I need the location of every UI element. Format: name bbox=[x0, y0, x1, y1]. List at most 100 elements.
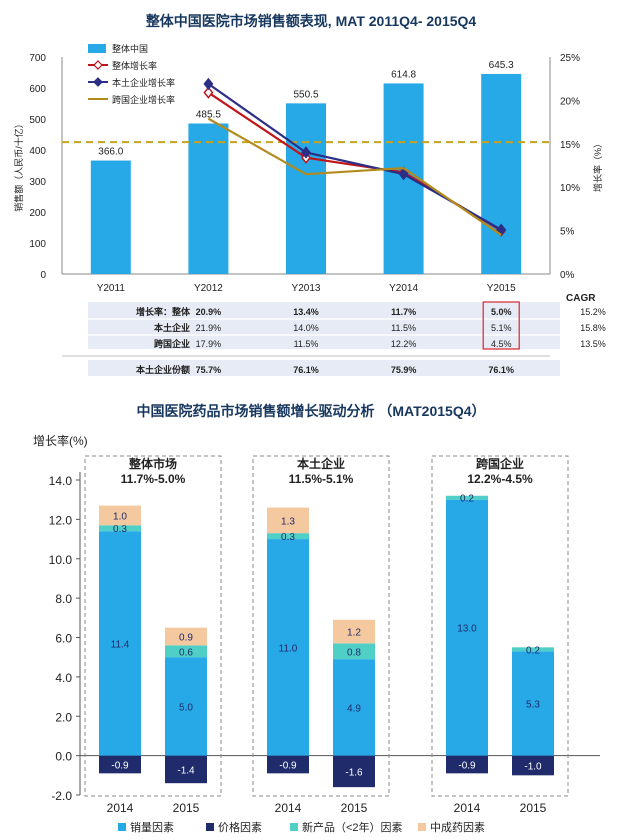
table-background-share bbox=[88, 360, 560, 376]
chart2-legend-label: 销量因素 bbox=[130, 820, 174, 834]
chart2-bar-volume bbox=[333, 659, 375, 756]
chart1-y2tick-label: 20% bbox=[560, 96, 580, 107]
chart1-line-point bbox=[301, 146, 311, 159]
chart2-bar-label-volume: 5.3 bbox=[526, 699, 540, 710]
chart1-bar-value-label: 485.5 bbox=[196, 109, 221, 120]
chart2-bar-tcm bbox=[333, 619, 375, 644]
table-cell: 75.9% bbox=[391, 365, 417, 375]
chart2-bar-label-tcm: 0.9 bbox=[179, 633, 193, 644]
chart2-bar-label-volume: 11.4 bbox=[111, 639, 130, 650]
table-row-label: 跨国企业 bbox=[154, 338, 190, 349]
chart2-group-title: 本土企业 bbox=[297, 456, 345, 471]
chart2-bar-new-product bbox=[267, 533, 309, 540]
table-cell: 14.0% bbox=[293, 323, 319, 333]
chart1-xtick-label: Y2015 bbox=[487, 283, 516, 294]
chart2-xtick-label: 2015 bbox=[173, 801, 200, 815]
chart2-legend-swatch bbox=[418, 823, 426, 831]
chart1-bar bbox=[481, 73, 522, 274]
chart2-bar-label-tcm: 1.0 bbox=[113, 511, 127, 522]
chart2-bar-label-price: -1.4 bbox=[177, 765, 195, 776]
chart2-bar-label-volume: 4.9 bbox=[347, 703, 361, 714]
table-background-growth bbox=[88, 302, 560, 349]
chart2-bar-tcm bbox=[267, 507, 309, 534]
chart2-bar-new-product bbox=[512, 647, 554, 652]
chart1-ylabel: 销售额（人民币/十亿） bbox=[13, 119, 24, 212]
chart1-ytick-label: 700 bbox=[29, 53, 46, 64]
chart2-bar-label-price: -0.9 bbox=[111, 760, 129, 771]
table-cell: 21.9% bbox=[196, 323, 222, 333]
chart1-xtick-label: Y2013 bbox=[292, 283, 321, 294]
chart1-y2tick-label: 5% bbox=[560, 227, 575, 238]
chart1-bar-value-label: 645.3 bbox=[489, 60, 514, 71]
chart2-legend-label: 新产品（<2年）因素 bbox=[302, 820, 403, 834]
chart2-bar-volume bbox=[99, 531, 141, 756]
chart1-xtick-label: Y2012 bbox=[194, 283, 223, 294]
chart1-ytick-label: 200 bbox=[29, 208, 46, 219]
table-cell: 5.0% bbox=[491, 307, 512, 317]
chart2-group-title: 整体市场 bbox=[128, 456, 177, 471]
table-cell: 13.4% bbox=[293, 307, 319, 317]
table-cagr-cell: 15.8% bbox=[580, 323, 606, 333]
table-cell: 4.5% bbox=[491, 339, 512, 349]
chart2-bar-label-tcm: 1.3 bbox=[281, 516, 295, 527]
chart2-bar-label-price: -1.0 bbox=[524, 761, 542, 772]
chart1-y2label: 增长率（%） bbox=[592, 139, 603, 192]
chart1-line-point bbox=[203, 77, 214, 91]
chart2-bar-tcm bbox=[165, 627, 207, 646]
table-cell: 12.2% bbox=[391, 339, 417, 349]
chart1-legend-marker bbox=[93, 77, 103, 87]
chart1-title: 整体中国医院市场销售额表现, MAT 2011Q4- 2015Q4 bbox=[145, 13, 477, 29]
chart2-bar-label-price: -1.6 bbox=[345, 767, 363, 778]
chart1-bar-value-label: 366.0 bbox=[98, 147, 123, 158]
chart2-bar-new-product bbox=[165, 645, 207, 658]
chart1-legend-label: 跨国企业增长率 bbox=[112, 94, 175, 105]
chart2-ytick-label: 6.0 bbox=[55, 632, 72, 646]
chart2-bar-label-new-product: 0.2 bbox=[526, 645, 540, 656]
chart2-bar-label-tcm: 1.2 bbox=[347, 628, 361, 639]
chart2-ytick-label: 8.0 bbox=[55, 592, 72, 606]
chart2-ytick-label: 12.0 bbox=[49, 513, 73, 527]
table-cell: 11.5% bbox=[294, 339, 319, 349]
table-row-label: 本土企业份额 bbox=[136, 364, 190, 375]
chart1-legend-label: 整体中国 bbox=[112, 43, 148, 54]
chart2-bar-new-product bbox=[99, 525, 141, 532]
table-row-label: 本土企业 bbox=[154, 322, 190, 333]
chart2-bar-volume bbox=[446, 499, 488, 756]
chart2-ytick-label: 4.0 bbox=[55, 671, 72, 685]
table-highlight-box bbox=[482, 301, 520, 350]
chart1-line-point bbox=[398, 167, 409, 181]
chart2-ylabel: 增长率(%) bbox=[33, 433, 88, 448]
chart2-bar-label-volume: 5.0 bbox=[179, 702, 193, 713]
chart2-xtick-label: 2014 bbox=[275, 801, 302, 815]
chart2-group-subtitle: 11.7%-5.0% bbox=[121, 472, 186, 486]
chart1-line-mnc bbox=[207, 117, 502, 236]
chart1-legend-label: 整体增长率 bbox=[112, 60, 157, 71]
chart2-xtick-label: 2015 bbox=[520, 801, 547, 815]
chart1-bar-value-label: 614.8 bbox=[391, 69, 416, 80]
chart1-bar bbox=[188, 123, 229, 275]
table-cagr-cell: 13.5% bbox=[580, 339, 606, 349]
chart2-legend-label: 中成药因素 bbox=[430, 821, 485, 834]
chart2-bar-price bbox=[99, 755, 141, 774]
chart1-legend-marker bbox=[93, 60, 103, 70]
chart1-bar bbox=[90, 160, 131, 274]
chart2-bar-price bbox=[512, 755, 554, 776]
table-cell: 20.9% bbox=[196, 307, 222, 317]
chart2-ytick-label: 0.0 bbox=[55, 750, 72, 764]
chart2-group-title: 跨国企业 bbox=[476, 456, 524, 471]
chart1-ytick-label: 100 bbox=[29, 239, 46, 250]
chart1-ytick-label: 600 bbox=[29, 84, 46, 95]
chart2-group-subtitle: 12.2%-4.5% bbox=[467, 472, 533, 486]
table-cell: 76.1% bbox=[488, 365, 514, 375]
chart1-y2tick-label: 10% bbox=[560, 183, 580, 194]
table-cell: 5.1% bbox=[491, 323, 512, 333]
chart1-line-domestic bbox=[207, 83, 502, 231]
chart2-xtick-label: 2014 bbox=[454, 801, 481, 815]
table-row-label: 增长率：整体 bbox=[136, 306, 191, 317]
chart2-bar-price bbox=[446, 755, 488, 774]
chart2-bar-label-volume: 11.0 bbox=[279, 643, 298, 654]
chart2-bar-tcm bbox=[99, 505, 141, 526]
chart2-bar-label-new-product: 0.8 bbox=[347, 647, 361, 658]
table-cagr-cell: 15.2% bbox=[580, 307, 606, 317]
